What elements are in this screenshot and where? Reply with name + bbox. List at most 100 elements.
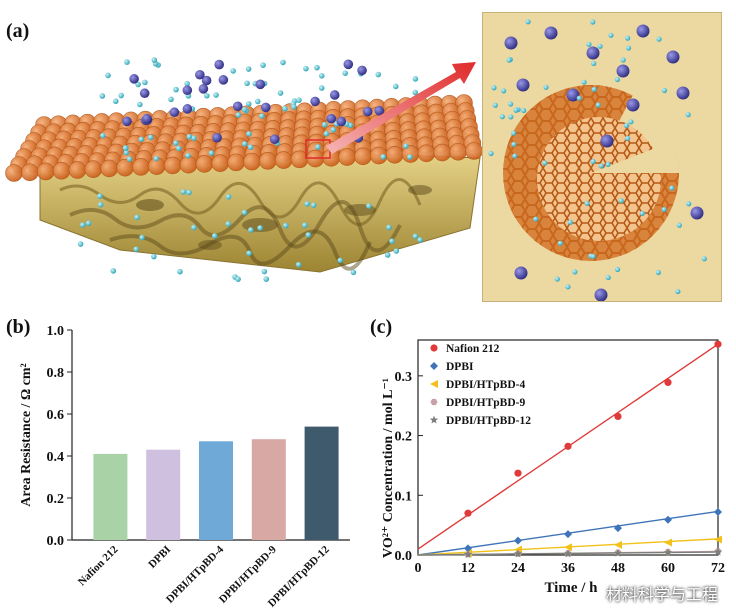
line-x-tick-label: 24 <box>511 561 525 576</box>
vanadium-ion <box>169 107 180 118</box>
inset-proton-ion <box>624 135 631 141</box>
membrane-sphere <box>179 155 198 174</box>
proton-ion <box>315 144 321 150</box>
proton-ion <box>185 152 191 159</box>
vanadium-ion <box>357 65 367 76</box>
point-nafion-212 <box>714 340 722 348</box>
inset-proton-ion <box>618 198 624 204</box>
inset-vanadium-ion <box>600 134 614 148</box>
inset-proton-ion <box>591 86 597 92</box>
proton-ion <box>211 233 218 239</box>
proton-ion <box>296 97 302 103</box>
line-y-tick-label: 0.0 <box>395 549 413 564</box>
vanadium-ion <box>329 90 340 100</box>
vanadium-ion <box>362 106 373 117</box>
vanadium-ion <box>201 75 212 86</box>
proton-ion <box>175 145 182 152</box>
proton-ion <box>244 80 250 87</box>
legend-marker <box>430 398 438 406</box>
proton-ion <box>180 189 187 195</box>
legend-marker <box>429 415 439 424</box>
proton-ion <box>389 238 395 244</box>
line-x-tick-label: 0 <box>415 561 422 576</box>
proton-ion <box>105 72 111 79</box>
vanadium-ion <box>195 69 205 80</box>
bar-x-tick-label: DPBI <box>146 544 173 571</box>
point-nafion-212 <box>464 509 472 517</box>
legend-label: DPBI/HTpBD-12 <box>446 415 531 427</box>
proton-ion <box>97 193 103 199</box>
membrane-sphere <box>449 142 467 161</box>
membrane-sphere <box>195 155 214 173</box>
proton-ion <box>242 141 248 147</box>
membrane-sphere <box>338 148 356 166</box>
membrane-illustration <box>5 57 483 282</box>
proton-ion <box>393 248 400 254</box>
inset-proton-ion <box>590 253 596 260</box>
inset-proton-ion <box>554 276 560 282</box>
membrane-sphere <box>36 162 55 181</box>
nanosphere-inset <box>482 12 722 302</box>
membrane-sphere <box>243 152 261 171</box>
vanadium-ion <box>212 132 222 143</box>
inset-proton-ion <box>572 269 578 275</box>
inset-proton-ion <box>557 240 563 246</box>
vanadium-ion <box>122 116 132 127</box>
ion-cloud <box>77 57 423 282</box>
legend-label: DPBI <box>446 361 474 373</box>
membrane-sphere <box>68 161 87 179</box>
inset-proton-ion <box>675 288 681 295</box>
proton-ion <box>392 83 399 90</box>
inset-proton-ion <box>590 158 596 165</box>
inset-proton-ion <box>625 35 631 41</box>
line-x-tick-label: 60 <box>661 561 675 576</box>
line-y-tick-label: 0.2 <box>395 430 413 445</box>
proton-ion <box>191 135 197 141</box>
proton-ion <box>261 268 268 275</box>
inset-vanadium-ion <box>514 266 528 280</box>
proton-ion <box>305 232 312 238</box>
membrane-sphere <box>433 143 452 162</box>
proton-ion <box>386 224 392 231</box>
hollow-nanosphere <box>503 85 680 261</box>
proton-ion <box>314 64 320 71</box>
vanadium-ion <box>182 104 193 114</box>
inset-vanadium-ion <box>544 26 558 40</box>
proton-ion <box>147 134 154 141</box>
proton-ion <box>384 252 391 258</box>
proton-ion <box>173 86 179 93</box>
vanadium-ion <box>336 116 347 127</box>
proton-ion <box>191 224 197 231</box>
proton-ion <box>112 98 119 105</box>
inset-proton-ion <box>620 57 626 63</box>
vanadium-ion <box>343 59 354 70</box>
membrane-sphere <box>274 151 293 169</box>
inset-proton-ion <box>499 114 505 120</box>
proton-ion <box>97 201 104 208</box>
proton-ion <box>241 209 248 216</box>
bar-nafion-212 <box>93 453 128 540</box>
proton-ion <box>263 276 270 282</box>
legend-label: DPBI/HTpBD-4 <box>446 379 525 391</box>
legend-marker <box>430 380 438 388</box>
inset-proton-ion <box>586 41 592 48</box>
membrane-sphere <box>385 145 404 164</box>
proton-ion <box>138 136 145 143</box>
vanadium-ion <box>232 101 243 112</box>
membrane-sphere <box>21 163 39 182</box>
point-dpbi-htpbd-12 <box>463 550 473 558</box>
inset-proton-ion <box>608 32 614 38</box>
bar-dpbi-htpbd-9 <box>251 439 286 540</box>
proton-ion <box>186 189 192 196</box>
bar-y-tick-label: 0.0 <box>47 534 65 549</box>
proton-ion <box>168 96 174 103</box>
proton-ion <box>282 105 288 112</box>
proton-ion <box>318 85 325 91</box>
inset-proton-ion <box>567 219 573 225</box>
point-dpbi-htpbd-4 <box>714 535 722 544</box>
line-y-tick-label: 0.1 <box>395 489 413 504</box>
inset-proton-ion <box>605 274 611 281</box>
inset-proton-ion <box>614 266 621 273</box>
vanadium-ion <box>198 84 209 94</box>
bar-y-tick-label: 0.6 <box>47 408 65 423</box>
